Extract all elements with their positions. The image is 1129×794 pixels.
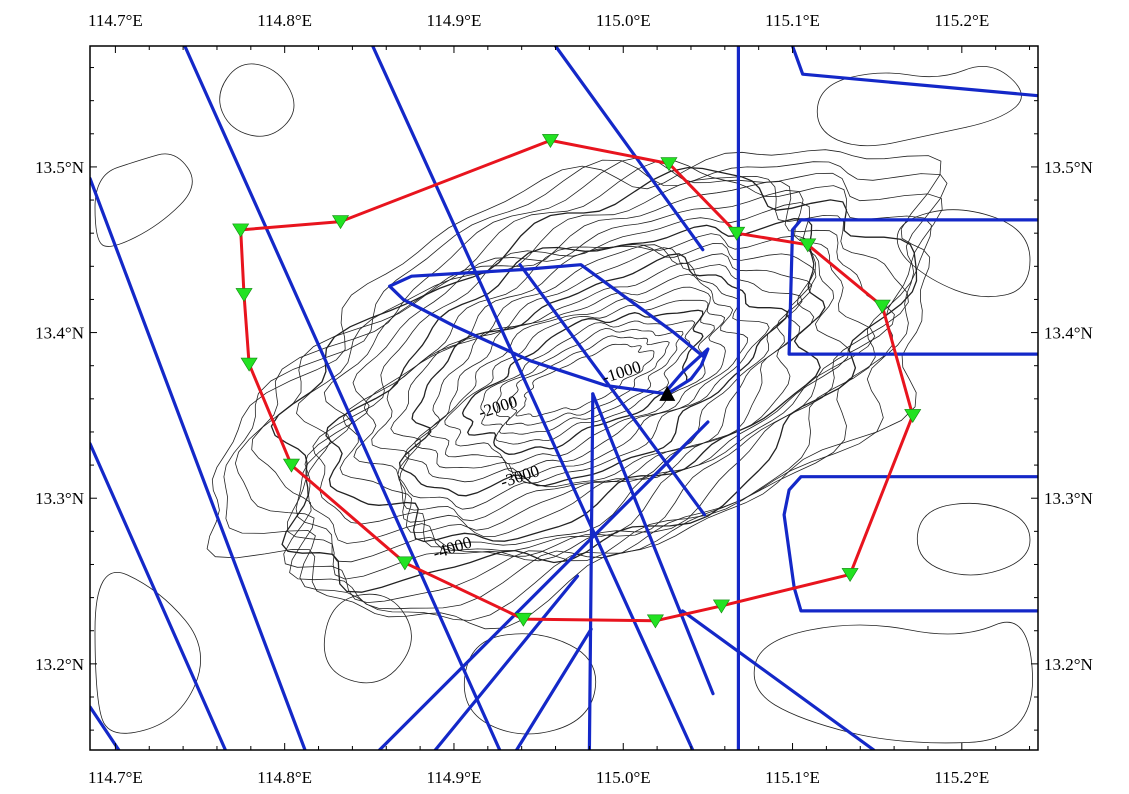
survey-line — [782, 475, 1038, 613]
contour-line — [414, 273, 749, 480]
station-marker — [712, 599, 730, 614]
lat-tick-label-right: 13.4°N — [1044, 324, 1093, 343]
station-marker — [541, 134, 559, 148]
survey-line — [787, 218, 1038, 356]
lon-tick-label-bottom: 115.1°E — [765, 768, 820, 787]
lon-tick-label-bottom: 114.8°E — [257, 768, 312, 787]
survey-line — [371, 46, 695, 750]
survey-line — [514, 627, 593, 750]
station-marker — [660, 157, 678, 172]
contour-line — [270, 166, 918, 593]
station-marker — [873, 299, 891, 314]
contour-line — [390, 247, 803, 510]
contour-line — [515, 343, 655, 418]
contour-line — [753, 621, 1033, 744]
contour-line — [94, 153, 193, 247]
stations — [232, 134, 922, 629]
contour-line — [325, 218, 826, 543]
station-marker — [646, 614, 664, 629]
lon-tick-label-bottom: 114.7°E — [88, 768, 143, 787]
survey-line — [90, 442, 227, 750]
lon-tick-label-top: 115.2°E — [934, 11, 989, 30]
survey-line — [553, 46, 705, 252]
contour-line — [206, 149, 942, 630]
lat-tick-label-right: 13.3°N — [1044, 489, 1093, 508]
survey-line — [377, 420, 710, 750]
station-marker — [232, 223, 250, 238]
station-marker — [514, 612, 532, 627]
contour-line — [94, 572, 201, 734]
station-marker — [799, 238, 817, 253]
contour-line — [251, 160, 932, 604]
lat-tick-label-left: 13.3°N — [35, 489, 84, 508]
lon-tick-label-bottom: 114.9°E — [427, 768, 482, 787]
lon-tick-label-bottom: 115.0°E — [596, 768, 651, 787]
frame-ticks — [90, 46, 1038, 750]
contour-line — [312, 202, 849, 548]
station-marker — [728, 226, 746, 241]
contour-line — [304, 189, 876, 551]
lat-tick-label-right: 13.2°N — [1044, 655, 1093, 674]
survey-line — [680, 609, 876, 750]
survey-line — [90, 705, 121, 750]
station-marker — [396, 556, 414, 571]
lat-tick-label-right: 13.5°N — [1044, 158, 1093, 177]
contour-line — [916, 502, 1031, 576]
lon-tick-label-top: 114.9°E — [427, 11, 482, 30]
map-background — [90, 46, 1038, 750]
map-frame — [89, 45, 1039, 751]
volcano-center-marker — [659, 385, 676, 401]
contour-line — [353, 243, 817, 531]
lat-tick-label-left: 13.2°N — [35, 655, 84, 674]
survey-line — [433, 574, 580, 750]
center-marker — [659, 385, 676, 401]
contour-line — [816, 65, 1022, 147]
contour-line — [398, 253, 789, 497]
contour-line — [371, 244, 813, 522]
survey-line — [388, 263, 710, 396]
survey-line — [183, 46, 502, 750]
lat-tick-label-left: 13.5°N — [35, 158, 84, 177]
lon-tick-label-top: 114.7°E — [88, 11, 143, 30]
survey-line — [587, 392, 595, 750]
survey-line — [518, 263, 707, 517]
station-marker — [841, 568, 859, 582]
station-marker — [904, 409, 922, 423]
contour-line — [461, 309, 704, 455]
contour-line — [323, 593, 412, 684]
survey-line — [90, 176, 307, 750]
tick-labels: 114.7°E 114.7°E 114.8°E 114.8°E 114.9°E 114.9… — [35, 11, 1093, 787]
contour-line — [223, 159, 948, 621]
station-marker — [235, 288, 253, 303]
lon-tick-label-top: 114.8°E — [257, 11, 312, 30]
lon-tick-label-top: 115.1°E — [765, 11, 820, 30]
lon-tick-label-bottom: 115.2°E — [934, 768, 989, 787]
contour-line — [219, 63, 295, 137]
station-marker — [332, 215, 350, 230]
survey-line — [591, 392, 715, 696]
station-marker — [240, 357, 258, 372]
lon-tick-label-top: 115.0°E — [596, 11, 651, 30]
contour-line — [505, 335, 670, 426]
contour-line — [896, 209, 1031, 298]
lat-tick-label-left: 13.4°N — [35, 324, 84, 343]
survey-line — [790, 46, 1038, 98]
survey-lines — [90, 46, 1038, 750]
station-marker — [282, 458, 300, 473]
